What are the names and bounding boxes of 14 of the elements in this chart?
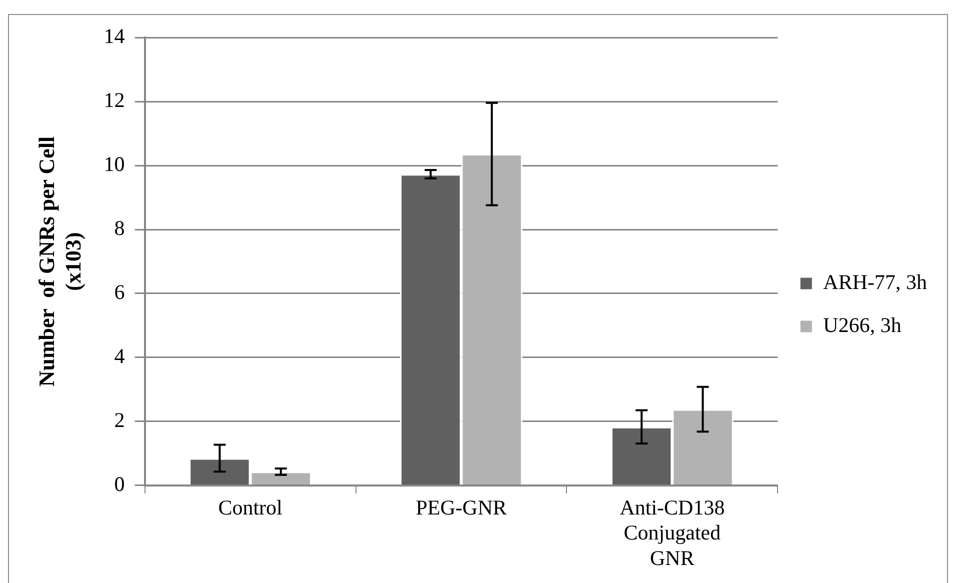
y-tick-label: 8	[114, 216, 125, 240]
y-tick-label: 4	[114, 344, 126, 368]
x-tick-label: Anti-CD138 Conjugated GNR	[620, 496, 725, 570]
legend-label: U266, 3h	[823, 313, 902, 338]
y-tick-label: 0	[114, 472, 125, 496]
x-tick-label: PEG-GNR	[416, 496, 507, 520]
legend-label: ARH-77, 3h	[823, 270, 928, 294]
y-tick-label: 6	[114, 280, 125, 304]
x-tick-label: Control	[218, 496, 283, 520]
y-tick-label: 2	[114, 408, 125, 432]
y-tick-label: 12	[104, 88, 125, 112]
y-axis-title: Number of GNRs per Cell (x103)	[34, 136, 86, 387]
y-tick-label: 10	[104, 152, 125, 176]
y-tick-label: 14	[104, 24, 126, 48]
